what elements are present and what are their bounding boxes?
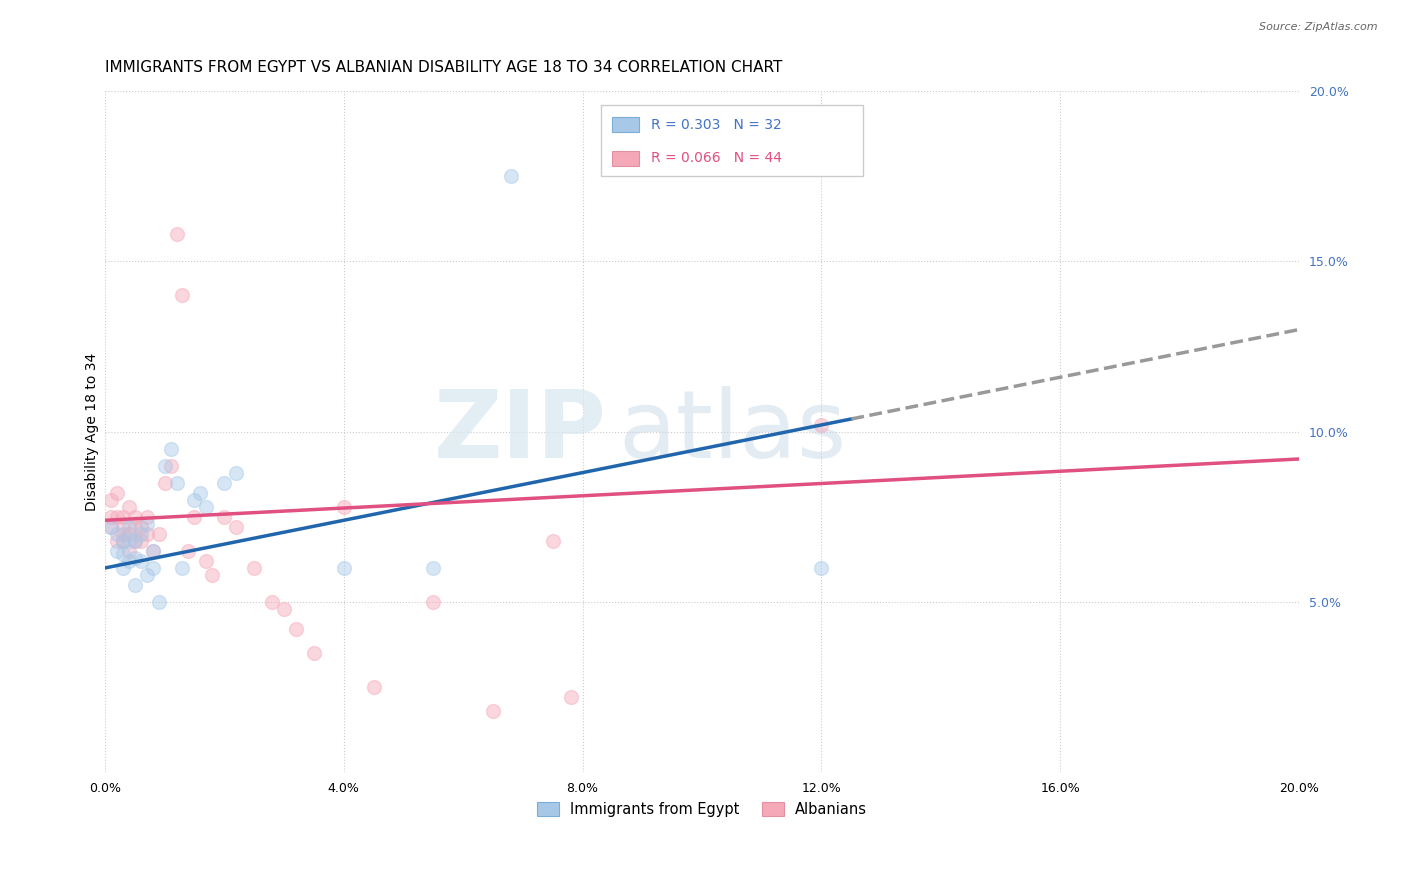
Point [118, 527, 141, 541]
Point [105, 527, 128, 541]
Point [129, 554, 152, 568]
Point [118, 520, 141, 534]
Point [172, 288, 194, 302]
Point [560, 690, 582, 705]
Legend: Immigrants from Egypt, Albanians: Immigrants from Egypt, Albanians [531, 797, 873, 823]
Point [422, 561, 444, 575]
Point [183, 492, 205, 507]
Point [214, 475, 236, 490]
Point [100, 520, 122, 534]
Point [148, 595, 170, 609]
Point [105, 509, 128, 524]
Point [118, 500, 141, 514]
Point [118, 533, 141, 548]
Point [195, 500, 218, 514]
Point [142, 544, 165, 558]
Point [332, 561, 354, 575]
Point [166, 227, 188, 241]
Point [262, 595, 284, 609]
Point [183, 509, 205, 524]
Point [148, 527, 170, 541]
Point [111, 547, 134, 561]
Point [810, 417, 832, 432]
Point [124, 509, 146, 524]
Point [142, 544, 165, 558]
Point [124, 550, 146, 565]
Y-axis label: Disability Age 18 to 34: Disability Age 18 to 34 [86, 352, 100, 511]
Point [166, 475, 188, 490]
Point [118, 544, 141, 558]
Point [153, 458, 176, 473]
Text: IMMIGRANTS FROM EGYPT VS ALBANIAN DISABILITY AGE 18 TO 34 CORRELATION CHART: IMMIGRANTS FROM EGYPT VS ALBANIAN DISABI… [105, 60, 782, 75]
Text: Source: ZipAtlas.com: Source: ZipAtlas.com [1260, 22, 1378, 32]
FancyBboxPatch shape [613, 151, 638, 166]
Point [214, 509, 236, 524]
FancyBboxPatch shape [613, 117, 638, 132]
Point [105, 544, 128, 558]
FancyBboxPatch shape [600, 104, 863, 177]
Point [195, 554, 218, 568]
Point [153, 475, 176, 490]
Point [159, 458, 181, 473]
Point [810, 561, 832, 575]
Point [201, 567, 224, 582]
Point [100, 520, 122, 534]
Point [129, 520, 152, 534]
Text: R = 0.066   N = 44: R = 0.066 N = 44 [651, 152, 782, 165]
Point [135, 509, 157, 524]
Point [105, 533, 128, 548]
Point [225, 520, 247, 534]
Point [273, 602, 295, 616]
Point [111, 527, 134, 541]
Point [135, 516, 157, 531]
Point [100, 509, 122, 524]
Point [159, 442, 181, 456]
Point [124, 578, 146, 592]
Point [135, 567, 157, 582]
Point [243, 561, 266, 575]
Point [177, 544, 200, 558]
Point [124, 533, 146, 548]
Point [129, 533, 152, 548]
Text: R = 0.303   N = 32: R = 0.303 N = 32 [651, 118, 782, 132]
Point [105, 486, 128, 500]
Point [422, 595, 444, 609]
Point [363, 680, 385, 694]
Point [541, 533, 564, 548]
Point [482, 704, 505, 718]
Point [172, 561, 194, 575]
Text: ZIP: ZIP [433, 385, 606, 478]
Point [302, 646, 325, 660]
Point [499, 169, 522, 184]
Point [124, 520, 146, 534]
Point [332, 500, 354, 514]
Point [225, 466, 247, 480]
Point [142, 561, 165, 575]
Point [100, 492, 122, 507]
Point [124, 533, 146, 548]
Point [118, 554, 141, 568]
Point [135, 527, 157, 541]
Point [111, 561, 134, 575]
Point [111, 533, 134, 548]
Point [111, 533, 134, 548]
Point [190, 486, 212, 500]
Point [284, 623, 307, 637]
Text: atlas: atlas [619, 385, 846, 478]
Point [111, 509, 134, 524]
Point [129, 527, 152, 541]
Point [111, 520, 134, 534]
